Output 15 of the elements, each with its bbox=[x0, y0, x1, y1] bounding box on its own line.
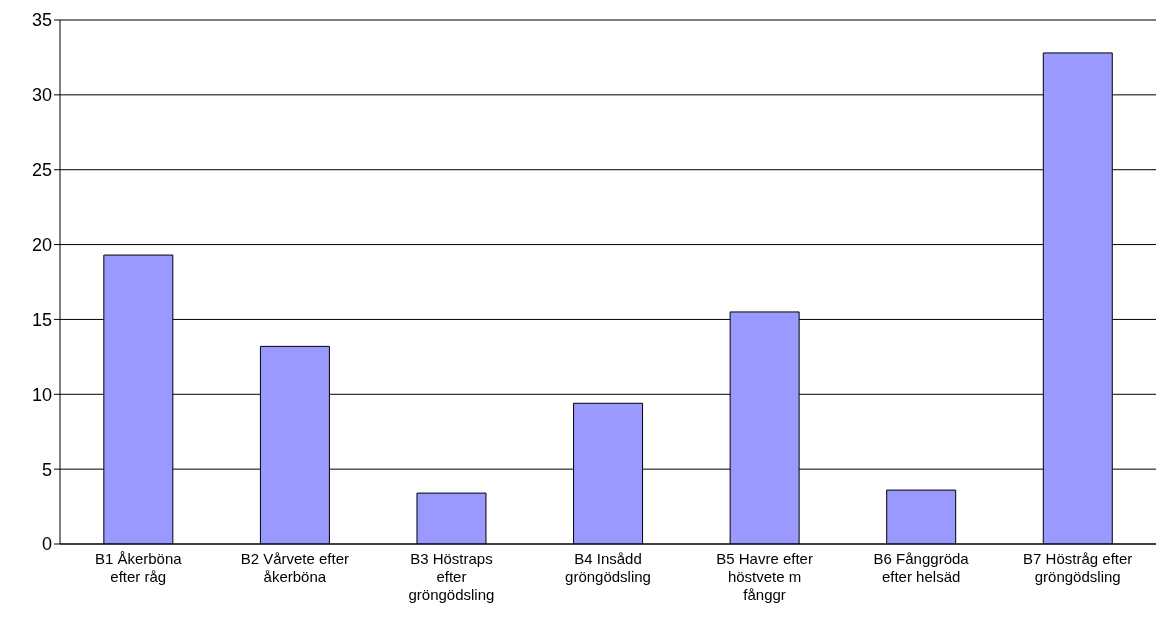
x-tick-label: B7 Höstråg efter gröngödsling bbox=[1023, 550, 1133, 585]
y-tick-label: 25 bbox=[31, 160, 52, 181]
x-tick-label: B6 Fånggröda efter helsäd bbox=[873, 550, 970, 585]
x-tick-label: B5 Havre efter höstvete m fånggr bbox=[716, 550, 813, 603]
x-tick-label: B3 Höstraps efter gröngödsling bbox=[408, 550, 495, 603]
y-tick-label: 5 bbox=[41, 459, 52, 480]
x-tick-label: B4 Insådd gröngödsling bbox=[565, 550, 651, 585]
y-tick-label: 15 bbox=[31, 309, 52, 330]
x-tick-label: B1 Åkerböna efter råg bbox=[94, 550, 183, 585]
x-tick-label: B2 Vårvete efter åkerböna bbox=[240, 550, 350, 585]
y-tick-label: 30 bbox=[31, 85, 52, 106]
y-tick-label: 20 bbox=[31, 234, 52, 255]
y-tick-label: 0 bbox=[41, 534, 52, 555]
y-tick-label: 10 bbox=[31, 384, 52, 405]
y-tick-label: 35 bbox=[31, 10, 52, 31]
